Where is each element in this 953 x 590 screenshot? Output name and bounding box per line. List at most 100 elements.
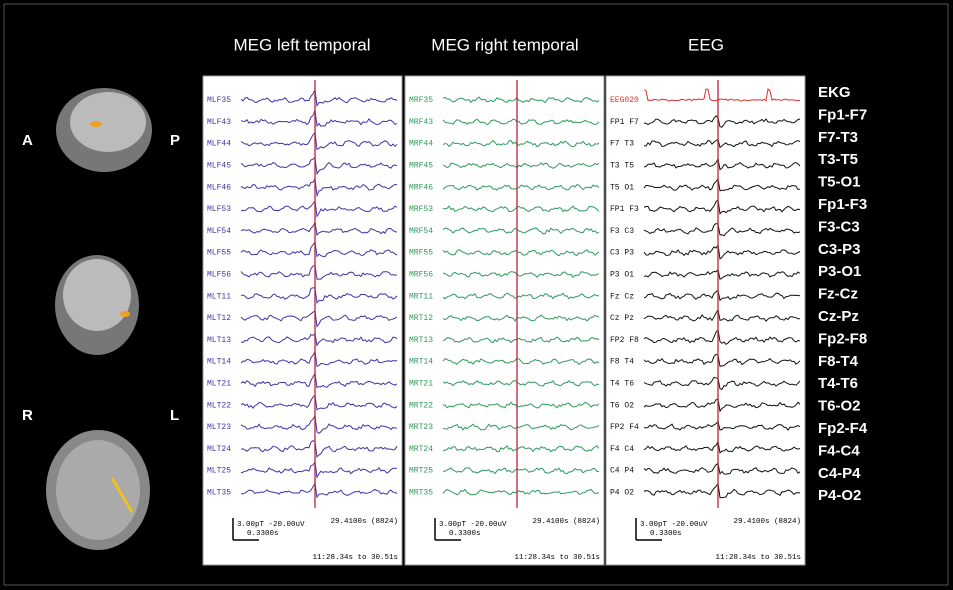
channel-label: MRF44 <box>409 140 433 149</box>
trace <box>240 372 398 389</box>
channel-label: Cz Pz <box>610 314 634 323</box>
channel-name: EKG <box>818 84 851 101</box>
channel-name: P4-O2 <box>818 487 861 504</box>
channel-label: C3 P3 <box>610 249 634 258</box>
trace <box>442 336 600 344</box>
channel-label: F4 C4 <box>610 445 634 454</box>
channel-label: MRF46 <box>409 183 433 192</box>
channel-label: MLF56 <box>207 271 231 280</box>
trace <box>643 198 801 215</box>
trace <box>240 177 398 198</box>
trace <box>442 423 600 431</box>
trace <box>240 88 398 107</box>
channel-label: MRT21 <box>409 380 433 389</box>
trace <box>643 177 801 192</box>
channel-name: C3-P3 <box>818 241 861 258</box>
orientation-label: L <box>170 407 179 424</box>
channel-label: MLT13 <box>207 336 231 345</box>
trace <box>442 205 600 213</box>
trace <box>240 109 398 128</box>
scale-label: 3.00pT -20.00uV <box>237 521 305 529</box>
trace <box>442 162 600 169</box>
trace <box>442 292 599 300</box>
trace <box>643 308 801 322</box>
scale-label: 3.00pT -20.00uV <box>439 521 507 529</box>
trace <box>643 420 801 431</box>
channel-label: EEG020 <box>610 96 639 105</box>
trace <box>442 96 600 104</box>
trace <box>643 157 801 171</box>
channel-label: FP1 F3 <box>610 205 639 214</box>
trace <box>643 328 801 345</box>
trace <box>442 488 600 496</box>
trace <box>240 131 398 151</box>
trace <box>240 439 398 458</box>
channel-label: MRF43 <box>409 118 433 127</box>
trace <box>240 482 398 499</box>
channel-label: MRT11 <box>409 292 433 301</box>
channel-label: MLF55 <box>207 249 231 258</box>
range-label: 11:28.34s to 30.51s <box>715 554 801 562</box>
trace <box>240 309 398 328</box>
channel-label: MLT21 <box>207 380 231 389</box>
trace <box>240 199 398 218</box>
trace <box>442 401 600 409</box>
trace <box>643 439 801 454</box>
channel-label: MLT14 <box>207 358 231 367</box>
channel-label: T5 O1 <box>610 183 634 192</box>
scale-label: 3.00pT -20.00uV <box>640 521 708 529</box>
channel-label: MRF45 <box>409 162 433 171</box>
channel-label: FP1 F7 <box>610 118 639 127</box>
channel-name: C4-P4 <box>818 465 861 482</box>
trace <box>643 222 801 237</box>
time-label: 29.4100s (8824) <box>532 518 600 526</box>
channel-label: MLT23 <box>207 423 231 432</box>
scale-time: 0.3300s <box>650 530 682 538</box>
channel-name: F3-C3 <box>818 218 860 235</box>
trace <box>240 394 398 411</box>
channel-label: MLT35 <box>207 489 231 498</box>
channel-label: MLF43 <box>207 118 231 127</box>
header: EEG <box>688 35 724 54</box>
channel-label: F7 T3 <box>610 140 634 149</box>
channel-label: MLT25 <box>207 467 231 476</box>
time-label: 29.4100s (8824) <box>733 518 801 526</box>
channel-label: MLF44 <box>207 140 231 149</box>
trace <box>442 140 600 148</box>
trace <box>442 314 600 322</box>
panel <box>202 75 403 566</box>
trace <box>442 271 600 279</box>
trace <box>442 249 600 257</box>
trace <box>643 398 801 413</box>
mri-coronal <box>55 255 139 355</box>
channel-label: FP2 F8 <box>610 336 639 345</box>
trace <box>442 379 600 387</box>
channel-label: MRT24 <box>409 445 433 454</box>
header: MEG left temporal <box>234 35 371 54</box>
channel-label: MRT12 <box>409 314 433 323</box>
channel-label: T3 T5 <box>610 162 634 171</box>
trace <box>442 184 600 191</box>
channel-name: F7-T3 <box>818 129 858 146</box>
trace <box>643 353 801 368</box>
channel-name: F8-T4 <box>818 353 859 370</box>
channel-name: F4-C4 <box>818 442 860 459</box>
orientation-label: P <box>170 132 180 149</box>
scale-time: 0.3300s <box>449 530 481 538</box>
frame <box>3 3 949 586</box>
trace <box>240 240 398 258</box>
panel <box>605 75 806 566</box>
channel-label: MRF54 <box>409 227 433 236</box>
channel-label: MLF53 <box>207 205 231 214</box>
orientation-label: R <box>22 407 33 424</box>
channel-label: T4 T6 <box>610 380 634 389</box>
channel-label: MRT22 <box>409 401 433 410</box>
trace <box>643 376 801 391</box>
channel-label: MRT25 <box>409 467 433 476</box>
time-label: 29.4100s (8824) <box>330 518 398 526</box>
channel-name: Fp2-F4 <box>818 420 868 437</box>
channel-label: MRF35 <box>409 96 433 105</box>
channel-name: T4-T6 <box>818 375 858 392</box>
